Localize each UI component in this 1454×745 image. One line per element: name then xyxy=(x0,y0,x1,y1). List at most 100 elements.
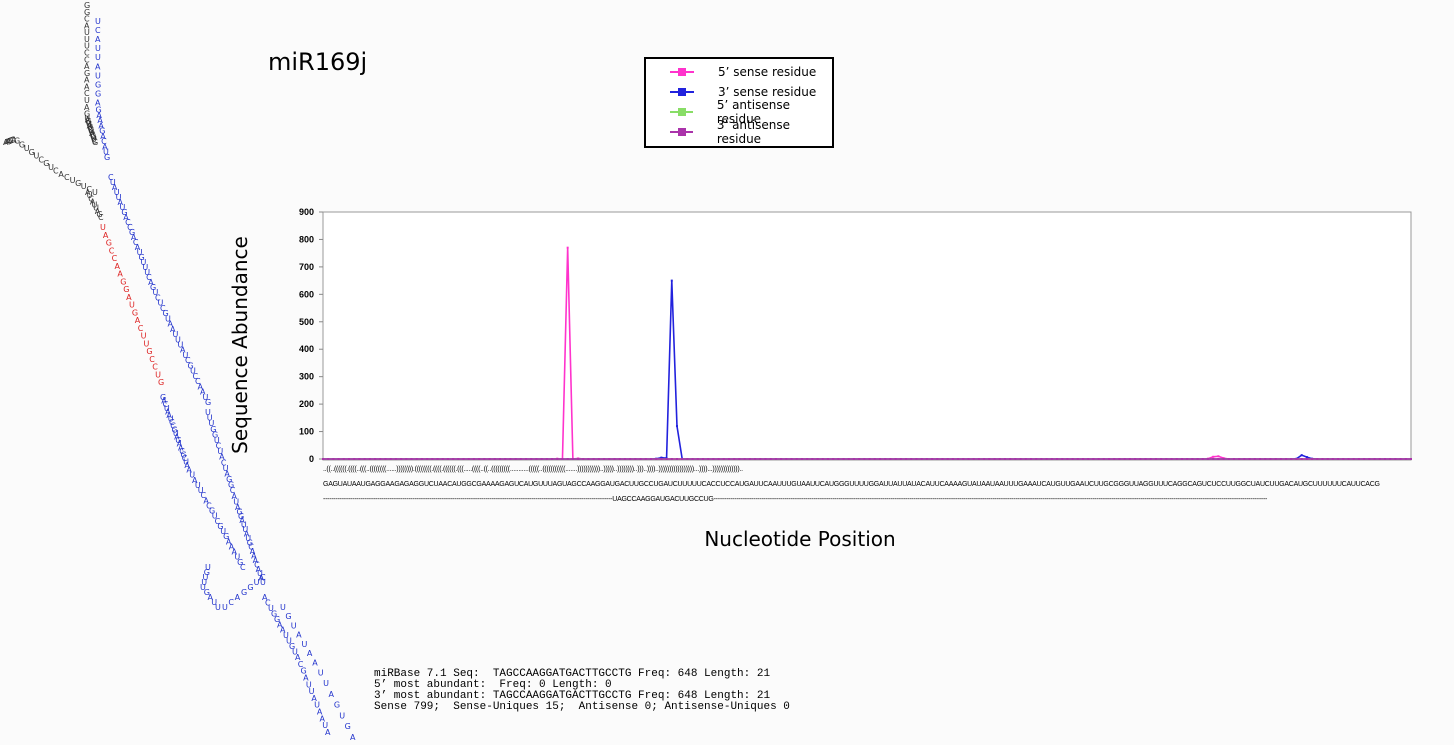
nucleotide: A xyxy=(170,325,176,334)
nucleotide: U xyxy=(95,17,101,26)
nucleotide: U xyxy=(203,573,209,582)
nucleotide: C xyxy=(98,213,104,222)
stats-counts-line: Sense 799; Sense-Uniques 15; Antisense 0… xyxy=(374,701,790,713)
data-point xyxy=(1300,454,1303,457)
nucleotide: C xyxy=(228,598,234,607)
nucleotide: U xyxy=(260,578,266,587)
data-point xyxy=(478,458,481,460)
data-point xyxy=(519,458,522,460)
nucleotide: G xyxy=(209,507,215,516)
nucleotide: G xyxy=(204,588,210,597)
legend-swatch-3-sense xyxy=(670,87,694,97)
nucleotide: C xyxy=(216,442,222,451)
data-point xyxy=(769,458,772,460)
data-point xyxy=(1233,458,1236,460)
data-point xyxy=(1316,458,1319,460)
data-point xyxy=(1175,458,1178,460)
nucleotide: G xyxy=(75,179,81,188)
data-point xyxy=(634,458,637,460)
data-point xyxy=(920,458,923,460)
nucleotide: A xyxy=(118,198,124,207)
nucleotide: U xyxy=(140,258,146,267)
nucleotide: A xyxy=(280,626,286,635)
nucleotide: U xyxy=(84,96,90,105)
nucleotide: U xyxy=(91,133,97,142)
nucleotide: A xyxy=(253,556,259,565)
nucleotide: U xyxy=(220,527,226,536)
data-point xyxy=(1259,458,1262,460)
data-point xyxy=(1342,458,1345,460)
nucleotide: G xyxy=(238,512,244,521)
nucleotide: C xyxy=(215,517,221,526)
data-point xyxy=(556,458,559,460)
nucleotide: A xyxy=(115,262,121,271)
data-point xyxy=(754,458,757,460)
nucleotide: U xyxy=(205,563,211,572)
data-point xyxy=(764,458,767,460)
nucleotide: G xyxy=(99,127,105,136)
data-point xyxy=(1331,458,1334,460)
nucleotide: C xyxy=(221,458,227,467)
nucleotide: G xyxy=(285,612,291,621)
data-point xyxy=(728,458,731,460)
nucleotide: G xyxy=(14,137,20,146)
nucleotide: A xyxy=(4,138,10,147)
nucleotide: U xyxy=(339,711,345,720)
stats-block: miRBase 7.1 Seq: TAGCCAAGGATGACTTGCCTG F… xyxy=(374,669,790,713)
nucleotide: U xyxy=(222,603,228,612)
nucleotide: C xyxy=(108,173,114,182)
data-point xyxy=(1180,458,1183,460)
nucleotide: G xyxy=(345,722,351,731)
data-point xyxy=(899,458,902,460)
data-point xyxy=(592,458,595,460)
nucleotide: A xyxy=(85,115,91,124)
data-point xyxy=(1337,458,1340,460)
data-point xyxy=(1108,458,1111,460)
nucleotide: A xyxy=(95,35,101,44)
data-point xyxy=(1097,458,1100,460)
nucleotide: U xyxy=(203,393,209,402)
nucleotide: U xyxy=(233,497,239,506)
nucleotide: A xyxy=(219,453,225,462)
nucleotide: U xyxy=(292,648,298,657)
data-point xyxy=(1227,458,1230,460)
data-point xyxy=(1009,458,1012,460)
nucleotide: U xyxy=(323,679,329,688)
legend-item-5-sense: 5’ sense residue xyxy=(670,62,816,82)
data-point xyxy=(1123,458,1126,460)
nucleotide: U xyxy=(215,603,221,612)
nucleotide: U xyxy=(183,351,189,360)
data-point xyxy=(936,458,939,460)
nucleotide: G xyxy=(129,228,135,237)
data-point xyxy=(1061,458,1064,460)
nucleotide: A xyxy=(84,82,90,91)
nucleotide: U xyxy=(158,299,164,308)
nucleotide: A xyxy=(95,62,101,71)
nucleotide: C xyxy=(152,363,158,372)
stats-5prime-line: 5’ most abundant: Freq: 0 Length: 0 xyxy=(374,679,612,691)
y-tick-label: 700 xyxy=(299,262,314,272)
data-point xyxy=(1305,456,1308,459)
data-point xyxy=(681,458,684,460)
nucleotide: C xyxy=(95,26,101,35)
data-point xyxy=(660,458,663,460)
data-point xyxy=(915,458,918,460)
nucleotide: A xyxy=(135,243,141,252)
nucleotide: G xyxy=(146,347,152,356)
data-point xyxy=(1154,458,1157,460)
nucleotide: G xyxy=(85,117,91,126)
nucleotide: A xyxy=(168,320,174,329)
nucleotide: U xyxy=(129,301,135,310)
nucleotide: G xyxy=(19,140,25,149)
data-point xyxy=(785,458,788,460)
nucleotide: A xyxy=(203,496,209,505)
nucleotide: C xyxy=(146,273,152,282)
data-point xyxy=(384,458,387,460)
data-point xyxy=(405,458,408,460)
genomic-sequence-line: GAGUAUAAUGAGGAAGAGAGGUCUAACAUGGCGAAAAGAG… xyxy=(323,481,1380,488)
nucleotide: U xyxy=(86,120,92,129)
data-point xyxy=(551,458,554,460)
nucleotide: C xyxy=(182,454,188,463)
nucleotide: A xyxy=(161,397,167,406)
nucleotide: G xyxy=(175,436,181,445)
